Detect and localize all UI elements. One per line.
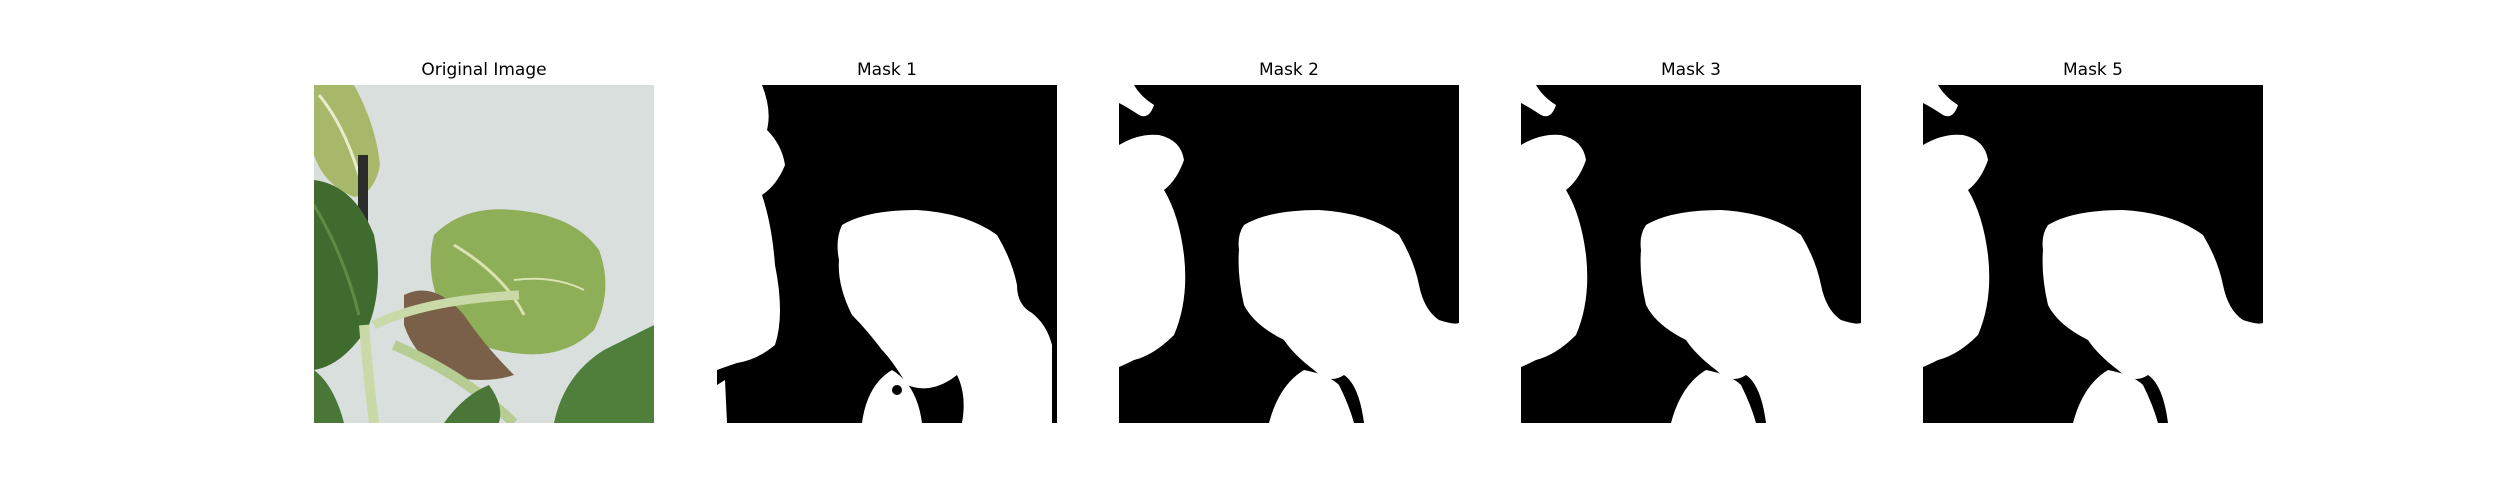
panel-title: Mask 2 xyxy=(1258,60,1319,80)
panel-original-image: Original Image xyxy=(314,0,654,500)
mask-3-image xyxy=(1521,85,1861,423)
panel-title: Mask 1 xyxy=(856,60,917,80)
panel-mask-5: Mask 5 xyxy=(1923,0,2263,500)
mask-5-image xyxy=(1923,85,2263,423)
mask-2-image xyxy=(1119,85,1459,423)
panel-mask-1: Mask 1 xyxy=(717,0,1057,500)
panel-title: Mask 3 xyxy=(1660,60,1721,80)
panel-mask-3: Mask 3 xyxy=(1521,0,1861,500)
panel-title: Original Image xyxy=(421,60,547,80)
panel-mask-2: Mask 2 xyxy=(1119,0,1459,500)
original-leaf-photo xyxy=(314,85,654,423)
panel-title: Mask 5 xyxy=(2062,60,2123,80)
mask-1-image xyxy=(717,85,1057,423)
